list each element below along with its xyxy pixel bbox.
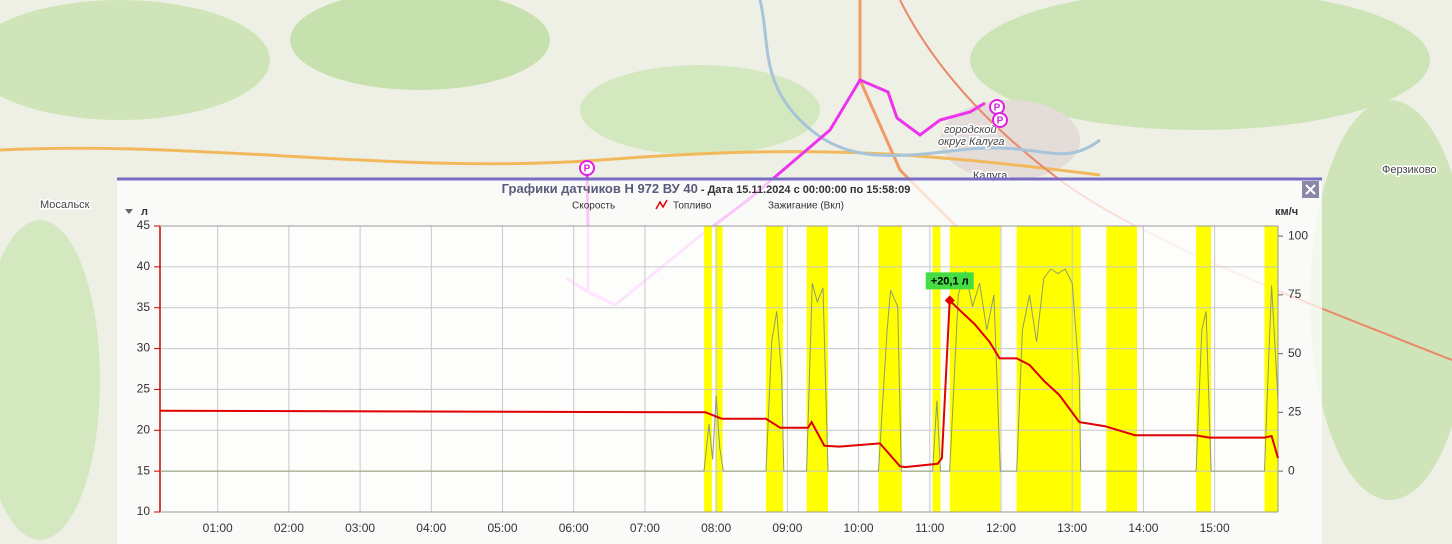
parking-icon	[992, 112, 1008, 128]
y2-axis-label: км/ч	[1275, 206, 1298, 218]
forest	[0, 0, 270, 120]
chart-title: Графики датчиков Н 972 ВУ 40 - Дата 15.1…	[502, 181, 911, 196]
y2-tick-label: 0	[1288, 463, 1295, 477]
y2-tick-label: 75	[1288, 287, 1302, 301]
x-tick-label: 13:00	[1057, 521, 1087, 535]
x-tick-label: 15:00	[1200, 521, 1230, 535]
ignition-band	[1106, 226, 1138, 512]
close-button[interactable]	[1302, 181, 1319, 198]
ignition-band	[1196, 226, 1212, 512]
x-tick-label: 03:00	[345, 521, 375, 535]
x-tick-label: 02:00	[274, 521, 304, 535]
ignition-band	[1264, 226, 1278, 512]
legend-label[interactable]: Зажигание (Вкл)	[768, 201, 844, 212]
y-tick-label: 35	[137, 300, 151, 314]
parking-label: P	[584, 164, 591, 175]
y2-tick-label: 25	[1288, 405, 1302, 419]
y-tick-label: 10	[137, 504, 151, 518]
river	[758, 0, 1101, 158]
ignition-band	[715, 226, 723, 512]
parking-label: P	[994, 103, 1001, 114]
legend: Скорость Топливо Зажигание (Вкл)	[572, 199, 844, 212]
forest	[1310, 100, 1452, 500]
y-tick-label: 40	[137, 259, 151, 273]
forest	[0, 220, 100, 540]
ignition-band	[704, 226, 712, 512]
plot: 10 15 20 25 30 35 40 45 01:00 02:00 03:00 04:00 05:0…	[137, 218, 1309, 535]
parking-icon	[579, 160, 595, 176]
y-axis-label: л	[141, 206, 148, 218]
x-tick-label: 12:00	[986, 521, 1016, 535]
close-icon[interactable]	[1305, 184, 1316, 195]
road	[0, 146, 1101, 177]
annotation-box	[925, 272, 974, 290]
ignition-band	[765, 226, 784, 512]
forest	[290, 0, 550, 90]
x-tick-label: 06:00	[559, 521, 589, 535]
x-tick-label: 04:00	[416, 521, 446, 535]
x-tick-label: 01:00	[203, 521, 233, 535]
ignition-band	[1016, 226, 1081, 512]
map-label: округ Калуга	[938, 136, 1005, 148]
title: Графики датчиков Н 972 ВУ 40	[502, 181, 698, 196]
ignition-band	[932, 226, 941, 512]
x-tick-label: 14:00	[1128, 521, 1158, 535]
legend-label[interactable]: Топливо	[673, 201, 712, 212]
y-tick-label: 15	[137, 463, 151, 477]
x-tick-label: 10:00	[844, 521, 874, 535]
chart-panel: Графики датчиков Н 972 ВУ 40 - Дата 15.1…	[117, 177, 1322, 544]
forest	[580, 65, 820, 155]
ignition-band	[878, 226, 903, 512]
x-tick-label: 09:00	[772, 521, 802, 535]
y2-tick-label: 100	[1288, 228, 1308, 242]
ignition-band	[949, 226, 1001, 512]
x-tick-label: 07:00	[630, 521, 660, 535]
y-tick-label: 20	[137, 422, 151, 436]
y2-tick-label: 50	[1288, 346, 1302, 360]
annotation-marker	[944, 295, 955, 306]
series-line	[159, 298, 1279, 469]
collapse-arrow[interactable]	[125, 209, 133, 214]
map-label: Мосальск	[40, 199, 90, 211]
map-label: Ферзиково	[1382, 164, 1437, 176]
y-tick-label: 25	[137, 382, 151, 396]
x-tick-label: 08:00	[701, 521, 731, 535]
legend-icon	[655, 199, 668, 210]
x-tick-label: 11:00	[915, 521, 944, 535]
y-tick-label: 30	[137, 341, 151, 355]
parking-markers: P P P	[579, 99, 1008, 176]
x-tick-label: 05:00	[488, 521, 518, 535]
parking-label: P	[997, 116, 1004, 127]
legend-label[interactable]: Скорость	[572, 201, 615, 212]
map-label: городской	[944, 124, 997, 136]
forest	[970, 0, 1430, 130]
subtitle: - Дата 15.11.2024 с 00:00:00 по 15:58:09	[698, 184, 911, 196]
annotation-label: +20,1 л	[931, 275, 969, 287]
y-tick-label: 45	[137, 218, 151, 232]
